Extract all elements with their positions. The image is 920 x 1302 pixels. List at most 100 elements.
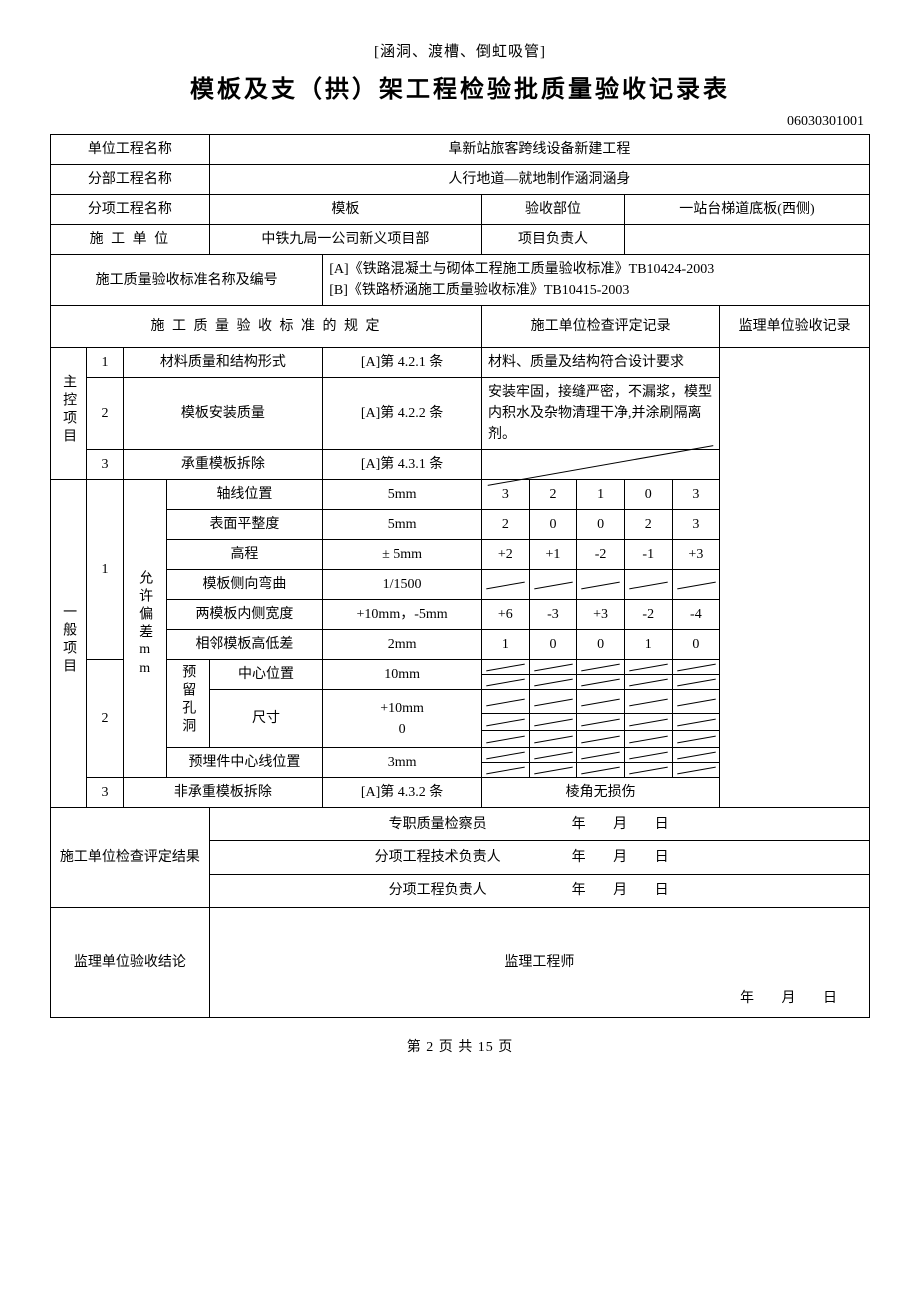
b1r1-label: 轴线位置 (166, 480, 323, 510)
b3-no: 3 (87, 778, 123, 808)
value-unit-proj: 阜新站旅客跨线设备新建工程 (209, 135, 869, 165)
b1r2-v1: 0 (529, 510, 577, 540)
value-accept-part: 一站台梯道底板(西侧) (624, 195, 869, 225)
b1r6-label: 相邻模板高低差 (166, 630, 323, 660)
b2r2b-d1 (529, 714, 577, 731)
b1r3-v4: +3 (672, 540, 720, 570)
a1-label: 材料质量和结构形式 (123, 348, 323, 378)
b2r2a-d3 (624, 690, 672, 714)
a2-ref: [A]第 4.2.2 条 (323, 378, 482, 450)
b2r3-label: 预埋件中心线位置 (166, 748, 323, 778)
b2r2a-d1 (529, 690, 577, 714)
side-general: 一般项目 (51, 480, 87, 808)
b2r3a-d4 (672, 748, 720, 763)
sig2-date: 年 月 日 (526, 847, 726, 868)
eval-label: 施工单位检查评定结果 (51, 808, 210, 908)
b2r1a-d4 (672, 660, 720, 675)
supervise-label: 监理单位验收结论 (51, 908, 210, 1018)
a3-no: 3 (87, 450, 123, 480)
b2r2b-d0 (482, 714, 530, 731)
b3-label: 非承重模板拆除 (123, 778, 323, 808)
a3-diag (482, 450, 720, 480)
a3-label: 承重模板拆除 (123, 450, 323, 480)
a1-no: 1 (87, 348, 123, 378)
b2r2b-d4 (672, 714, 720, 731)
b1r3-label: 高程 (166, 540, 323, 570)
b1r6-v0: 1 (482, 630, 530, 660)
supervise-empty (720, 348, 870, 808)
a2-no: 2 (87, 378, 123, 450)
b1r5-v4: -4 (672, 600, 720, 630)
b2r2-std: +10mm0 (323, 690, 482, 748)
value-item-proj: 模板 (209, 195, 481, 225)
b3-ref: [A]第 4.3.2 条 (323, 778, 482, 808)
a2-result: 安装牢固，接缝严密，不漏浆，模型内积水及杂物清理干净,并涂刷隔离剂。 (482, 378, 720, 450)
b1r3-v3: -1 (624, 540, 672, 570)
b2-hole-label: 预留孔洞 (166, 660, 209, 748)
a3-ref: [A]第 4.3.1 条 (323, 450, 482, 480)
b2r1b-d0 (482, 675, 530, 690)
b1r3-v1: +1 (529, 540, 577, 570)
b1r2-v3: 2 (624, 510, 672, 540)
b1r1-std: 5mm (323, 480, 482, 510)
b1r2-v4: 3 (672, 510, 720, 540)
b1r5-v1: -3 (529, 600, 577, 630)
sig1-label: 专职质量检察员 (353, 814, 523, 835)
b2r3-std: 3mm (323, 748, 482, 778)
b2r2c-d4 (672, 731, 720, 748)
b1r1-v2: 1 (577, 480, 625, 510)
b1r6-std: 2mm (323, 630, 482, 660)
a1-result: 材料、质量及结构符合设计要求 (482, 348, 720, 378)
b3-result: 棱角无损伤 (482, 778, 720, 808)
b1r4-d4 (672, 570, 720, 600)
sig2-label: 分项工程技术负责人 (353, 847, 523, 868)
b2r2c-d0 (482, 731, 530, 748)
b2r3a-d1 (529, 748, 577, 763)
b1r5-label: 两模板内侧宽度 (166, 600, 323, 630)
value-standard: [A]《铁路混凝土与砌体工程施工质量验收标准》TB10424-2003 [B]《… (323, 255, 870, 306)
b2r3b-d3 (624, 763, 672, 778)
header-spec: 施 工 质 量 验 收 标 准 的 规 定 (51, 306, 482, 348)
b1r6-v4: 0 (672, 630, 720, 660)
b1r2-v2: 0 (577, 510, 625, 540)
standard-line-a: [A]《铁路混凝土与砌体工程施工质量验收标准》TB10424-2003 (329, 259, 866, 280)
header-record: 施工单位检查评定记录 (482, 306, 720, 348)
b2r1b-d4 (672, 675, 720, 690)
b2r1a-d1 (529, 660, 577, 675)
b1r4-d0 (482, 570, 530, 600)
b1r5-std: +10mm，-5mm (323, 600, 482, 630)
b1r3-std: ± 5mm (323, 540, 482, 570)
tol-label: 允许偏差mm (123, 480, 166, 778)
b2r1a-d0 (482, 660, 530, 675)
category-label: [涵洞、渡槽、倒虹吸管] (50, 40, 870, 61)
b1r4-std: 1/1500 (323, 570, 482, 600)
label-standard: 施工质量验收标准名称及编号 (51, 255, 323, 306)
sig-row-1: 专职质量检察员 年 月 日 (209, 808, 869, 841)
b2r2a-d2 (577, 690, 625, 714)
b1r4-label: 模板侧向弯曲 (166, 570, 323, 600)
b1r2-std: 5mm (323, 510, 482, 540)
value-sub-proj: 人行地道—就地制作涵洞涵身 (209, 165, 869, 195)
label-accept-part: 验收部位 (482, 195, 625, 225)
b1r1-v1: 2 (529, 480, 577, 510)
b2r2b-d2 (577, 714, 625, 731)
b1r6-v3: 1 (624, 630, 672, 660)
page-number: 第 2 页 共 15 页 (50, 1036, 870, 1056)
b1r1-v3: 0 (624, 480, 672, 510)
standard-line-b: [B]《铁路桥涵施工质量验收标准》TB10415-2003 (329, 280, 866, 301)
sig3-date: 年 月 日 (526, 880, 726, 901)
b2r3a-d0 (482, 748, 530, 763)
b2r1a-d2 (577, 660, 625, 675)
b1r2-label: 表面平整度 (166, 510, 323, 540)
b1r2-v0: 2 (482, 510, 530, 540)
b2r2c-d3 (624, 731, 672, 748)
b2r2c-d2 (577, 731, 625, 748)
b2r1-std: 10mm (323, 660, 482, 690)
b2-no: 2 (87, 660, 123, 778)
label-unit-proj: 单位工程名称 (51, 135, 210, 165)
a1-ref: [A]第 4.2.1 条 (323, 348, 482, 378)
label-sub-proj: 分部工程名称 (51, 165, 210, 195)
b2r1a-d3 (624, 660, 672, 675)
b2r2a-d0 (482, 690, 530, 714)
b2r3b-d2 (577, 763, 625, 778)
